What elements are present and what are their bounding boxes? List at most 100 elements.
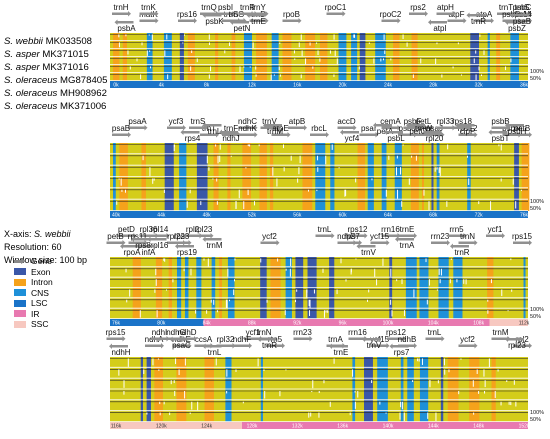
gene-arrow-head [455,122,459,128]
gene-arrow-head [340,129,343,135]
gene-label: trnS [191,117,206,126]
gene-arrow-head [263,122,266,128]
gene-label: ndhF [233,335,251,344]
alignment-tracks [110,257,528,319]
axis-tick-label: 52k [248,213,257,219]
legend-item: IR [14,309,53,320]
gene-label: ndhJ [222,134,239,143]
gene-arrow-icon [222,131,238,134]
legend-label: Intron [31,277,53,288]
intron-column [168,257,172,319]
gene-label: psbI [218,3,233,12]
axis-tick-label: 100k [383,321,394,327]
legend-swatch [14,320,26,328]
gene-arrow-head [188,343,192,349]
gene-arrow-icon [315,234,332,237]
species-row: S. oleraceus MG878405 [4,74,107,87]
gene-arrow-head [194,336,197,342]
gene-arrow-icon [293,337,310,340]
gene-arrow-head [450,243,453,249]
gene-arrow-head [414,233,417,239]
gene-arrow-head [309,336,313,342]
gene-label: ndhD [177,328,196,337]
gene-arrow-icon [112,12,128,15]
gene-arrow-icon [343,131,359,134]
gene-arrow-head [414,343,417,349]
gene-label: ycf3 [169,117,184,126]
gene-arrow-head [474,240,478,246]
gene-label: rps2 [410,3,426,12]
axis-tick-label: 152k [519,424,530,430]
gene-arrow-icon [288,126,304,129]
gene-arrow-icon [409,12,425,15]
gene-arrow-head [155,18,159,24]
gene-label: ndhB [337,232,356,241]
gene-arrow-head [397,125,401,131]
cns-column [510,33,519,81]
intron-column [357,143,366,211]
intron-column [154,357,163,422]
gene-label: atpE [272,124,288,133]
gene-arrow-icon [469,14,486,17]
gene-label: trnR [471,17,486,26]
intron-column [113,33,120,81]
gene-label: rpl2 [186,225,200,234]
gene-arrow-icon [409,124,425,127]
cns-column [436,143,440,211]
gene-label: rpl33 [437,117,455,126]
gene-label: trnV [367,341,382,350]
gene-arrow-head [136,243,140,249]
gene-arrow-icon [249,14,266,17]
axis-tick-label: 108k [473,321,484,327]
species-row: S. webbii MK033508 [4,35,107,48]
cns-column [211,257,216,319]
conserved-background [110,357,528,422]
species-epithet: S. oleraceus [4,88,58,99]
cns-column [243,33,252,81]
gene-arrow-icon [112,133,128,136]
gene-arrow-icon [134,238,150,241]
gene-arrow-icon [491,126,508,129]
xaxis-reference-label: X-axis: S. webbii [4,229,71,239]
exon-column [329,257,335,319]
gene-arrow-icon [216,344,233,347]
exon-column [470,33,479,81]
exon-column [514,143,519,211]
intron-column [176,357,187,422]
intron-column [231,33,236,81]
gene-arrow-head [406,122,409,128]
gene-arrow-icon [249,12,266,15]
gene-label: infA [142,248,156,257]
gene-label: trnM [493,328,509,337]
gene-label: rps4 [185,134,201,143]
axis-tick-label: 12k [248,83,257,89]
resolution-label: Resolution: 60 [4,242,62,252]
gene-arrow-head [166,233,170,239]
alignment-panel: trnHmatKtrnKrps16trnQtrnSpsbItrnGtrnRtrn… [110,3,544,89]
gene-arrow-head [353,125,357,131]
axis-tick-label: 84k [203,321,212,327]
gene-label: ndhC [238,117,257,126]
gene-arrow-head [122,336,126,342]
axis-tick-label: 72k [475,213,484,219]
gene-label: ndhH [111,348,130,357]
gene-label: rpl20 [426,134,444,143]
gene-arrow-icon [117,21,134,24]
gene-arrow-head [254,132,258,138]
intron-column [132,257,141,319]
gene-arrow-head [202,122,206,128]
axis-tick-label: 132k [292,424,303,430]
gene-arrow-head [257,336,261,342]
exon-column [359,33,366,81]
gene-arrow-icon [381,126,398,129]
gene-arrow-icon [271,133,288,136]
gene-label: psbC [513,3,532,12]
gene-arrow-head [169,336,173,342]
percent-100-label: 100% [530,410,544,416]
gene-label: psaJ [426,124,443,133]
gene-arrow-icon [513,19,529,22]
axis-tick-label: 40k [112,213,121,219]
gene-label: psbN [502,124,521,133]
gene-arrow-icon [513,12,529,15]
gene-arrow-icon [227,19,244,22]
